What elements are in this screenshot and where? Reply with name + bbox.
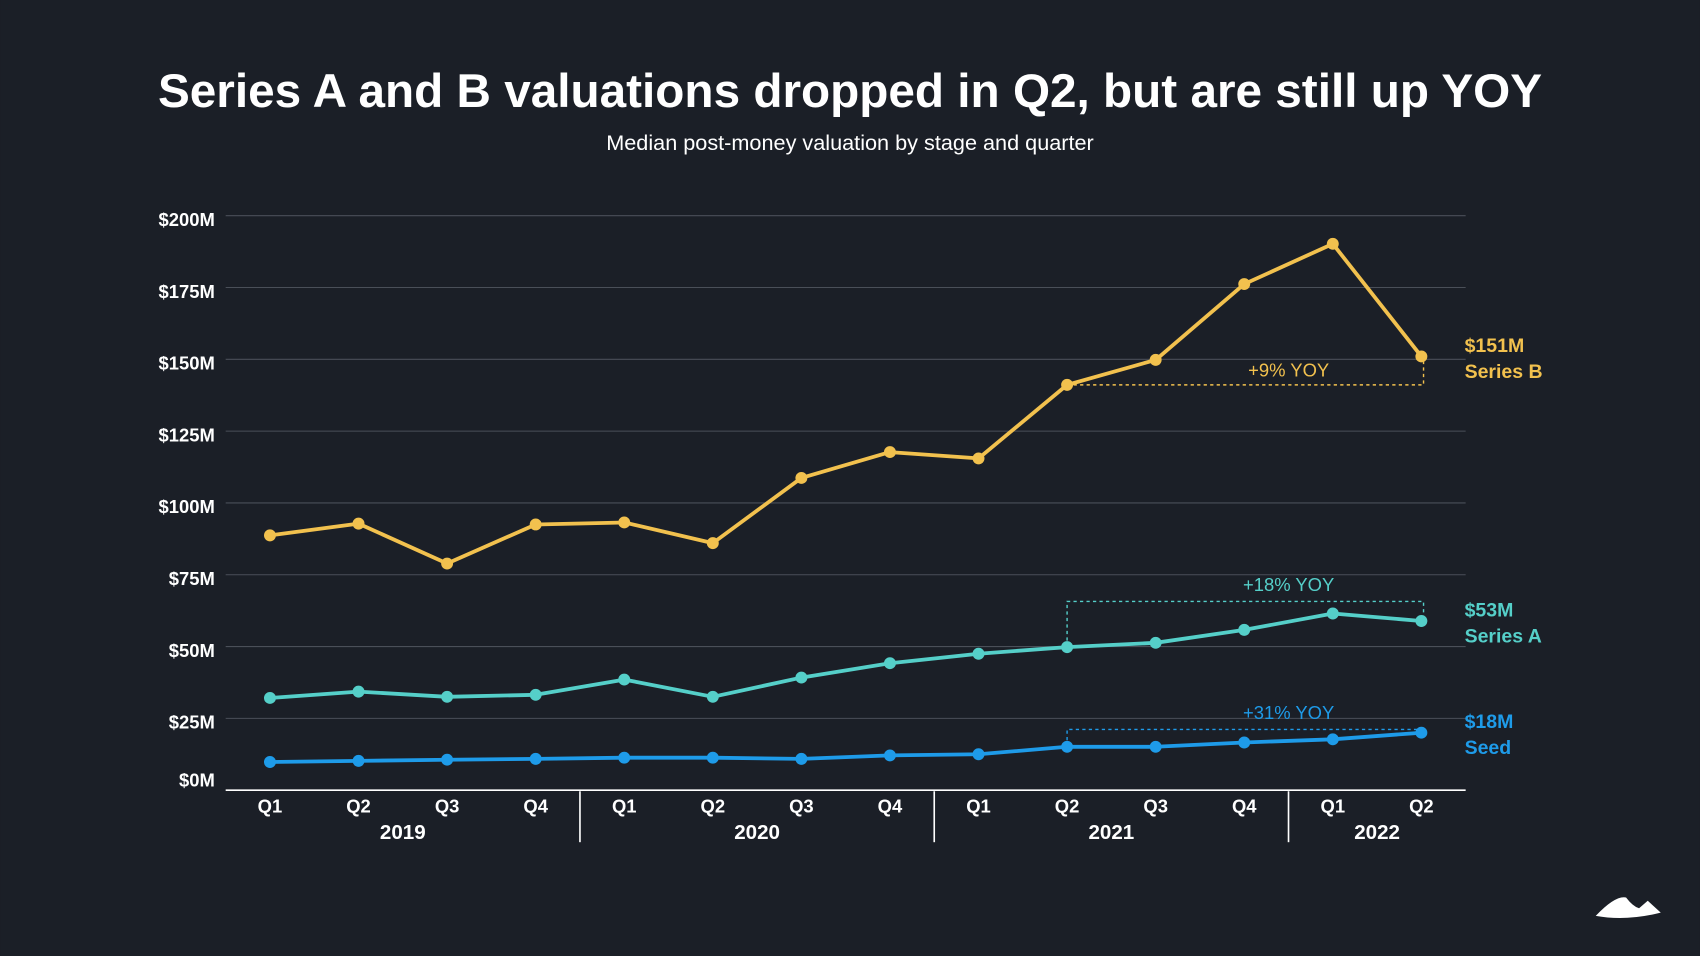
data-point (263, 691, 276, 704)
y-tick-label: $175M (159, 281, 215, 302)
y-tick-label: $200M (159, 209, 215, 230)
data-point (706, 690, 719, 703)
x-tick-label: Q4 (1232, 795, 1257, 816)
data-point (706, 751, 719, 764)
data-point (1149, 353, 1162, 366)
data-point (1326, 733, 1339, 746)
yoy-bracket (1066, 600, 1425, 648)
x-tick-label: Q1 (1321, 795, 1346, 816)
x-tick-label: Q3 (789, 795, 814, 816)
y-tick-label: $100M (159, 496, 215, 517)
data-point (352, 754, 365, 767)
data-point (883, 657, 896, 670)
end-value-label: $151M (1465, 335, 1525, 357)
y-tick-label: $0M (179, 769, 215, 790)
data-point (883, 446, 896, 459)
logo (1595, 897, 1661, 918)
data-point (706, 537, 719, 550)
data-point (529, 752, 542, 765)
x-tick-label: Q3 (1143, 795, 1168, 816)
yoy-label: +18% YOY (1243, 574, 1334, 595)
chart-title: Series A and B valuations dropped in Q2,… (158, 65, 1542, 118)
series-name-label: Series A (1465, 625, 1542, 647)
x-tick-label: Q2 (701, 795, 726, 816)
yoy-label: +9% YOY (1248, 360, 1329, 381)
data-point (972, 647, 985, 660)
yoy-bracket (1067, 356, 1425, 386)
data-point (795, 671, 808, 684)
y-tick-label: $75M (169, 568, 215, 589)
data-point (263, 756, 276, 768)
x-tick-label: Q1 (612, 795, 637, 816)
data-point (441, 690, 454, 703)
series-line (269, 730, 1422, 764)
data-point (972, 748, 985, 761)
data-point (795, 471, 808, 484)
data-point (1326, 607, 1339, 620)
data-point (1238, 736, 1251, 749)
x-tick-label: Q2 (1055, 795, 1080, 816)
data-point (352, 685, 365, 698)
year-label: 2020 (734, 821, 780, 844)
x-tick-label: Q1 (258, 795, 283, 816)
series-name-label: Seed (1465, 737, 1512, 759)
data-point (529, 688, 542, 701)
data-point (352, 517, 365, 530)
year-label: 2021 (1088, 821, 1134, 844)
data-point (1149, 636, 1162, 649)
data-point (1061, 740, 1074, 753)
data-point (1149, 740, 1162, 753)
data-point (1415, 726, 1428, 739)
data-point (972, 452, 985, 465)
chart-subtitle: Median post-money valuation by stage and… (606, 130, 1094, 155)
x-tick-label: Q4 (523, 795, 548, 816)
x-tick-label: Q2 (1409, 795, 1434, 816)
data-point (441, 557, 454, 570)
data-point (1238, 623, 1251, 636)
x-tick-label: Q2 (346, 795, 371, 816)
data-point (1415, 615, 1428, 627)
data-point (441, 753, 454, 766)
data-point (618, 673, 631, 686)
data-point (618, 516, 631, 529)
data-point (1238, 278, 1251, 291)
x-tick-label: Q1 (966, 795, 991, 816)
yoy-label: +31% YOY (1243, 702, 1334, 723)
x-tick-label: Q3 (435, 795, 460, 816)
data-point (529, 518, 542, 531)
data-point (263, 529, 276, 542)
y-tick-label: $150M (159, 353, 215, 374)
series-name-label: Series B (1465, 361, 1543, 383)
year-label: 2019 (380, 821, 426, 844)
data-point (1415, 350, 1428, 363)
data-point (618, 751, 631, 764)
y-tick-label: $25M (169, 712, 215, 733)
data-point (795, 752, 808, 765)
end-value-label: $53M (1465, 599, 1514, 621)
y-tick-label: $125M (159, 424, 215, 445)
series-line (269, 611, 1422, 700)
x-tick-label: Q4 (878, 795, 903, 816)
series-line (269, 241, 1423, 566)
end-value-label: $18M (1465, 711, 1514, 733)
data-point (883, 749, 896, 762)
y-tick-label: $50M (169, 640, 215, 661)
year-label: 2022 (1354, 821, 1400, 844)
yoy-bracket (1066, 728, 1425, 747)
data-point (1326, 237, 1339, 250)
